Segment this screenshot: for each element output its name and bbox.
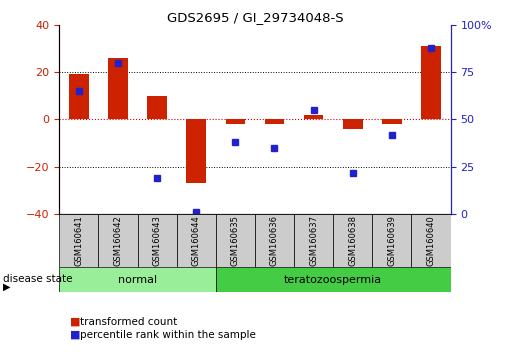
Bar: [216, 267, 451, 292]
Bar: [304, 115, 323, 119]
Text: transformed count: transformed count: [80, 317, 177, 327]
Text: GSM160638: GSM160638: [348, 215, 357, 266]
Bar: [372, 214, 411, 267]
Text: ■: ■: [70, 317, 80, 327]
Bar: [226, 119, 245, 124]
Text: GSM160643: GSM160643: [152, 215, 162, 266]
Text: ■: ■: [70, 330, 80, 339]
Bar: [177, 214, 216, 267]
Bar: [382, 119, 402, 124]
Title: GDS2695 / GI_29734048-S: GDS2695 / GI_29734048-S: [167, 11, 343, 24]
Bar: [216, 214, 255, 267]
Bar: [147, 96, 167, 119]
Bar: [59, 267, 216, 292]
Text: normal: normal: [118, 275, 157, 285]
Text: ▶: ▶: [3, 282, 10, 292]
Text: GSM160641: GSM160641: [74, 215, 83, 266]
Bar: [186, 119, 206, 183]
Bar: [138, 214, 177, 267]
Bar: [98, 214, 138, 267]
Text: disease state: disease state: [3, 274, 72, 284]
Text: GSM160637: GSM160637: [309, 215, 318, 266]
Text: GSM160640: GSM160640: [426, 215, 436, 266]
Bar: [333, 214, 372, 267]
Text: teratozoospermia: teratozoospermia: [284, 275, 382, 285]
Bar: [69, 74, 89, 119]
Bar: [265, 119, 284, 124]
Text: GSM160642: GSM160642: [113, 215, 123, 266]
Bar: [343, 119, 363, 129]
Text: GSM160636: GSM160636: [270, 215, 279, 266]
Text: percentile rank within the sample: percentile rank within the sample: [80, 330, 256, 339]
Bar: [411, 214, 451, 267]
Text: GSM160644: GSM160644: [192, 215, 201, 266]
Text: GSM160639: GSM160639: [387, 215, 397, 266]
Text: GSM160635: GSM160635: [231, 215, 240, 266]
Bar: [59, 214, 98, 267]
Bar: [255, 214, 294, 267]
Bar: [294, 214, 333, 267]
Bar: [108, 58, 128, 119]
Bar: [421, 46, 441, 119]
